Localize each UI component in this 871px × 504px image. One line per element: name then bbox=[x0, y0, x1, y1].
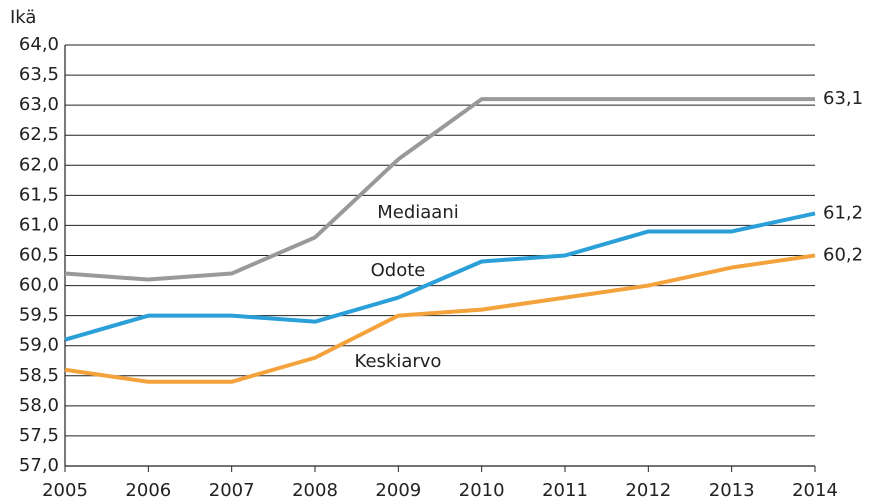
x-tick-label: 2014 bbox=[792, 480, 838, 501]
x-tick-label: 2007 bbox=[209, 480, 255, 501]
x-tick-label: 2006 bbox=[125, 480, 171, 501]
series-line bbox=[64, 211, 816, 342]
x-tick-label: 2009 bbox=[375, 480, 421, 501]
y-tick-label: 62,0 bbox=[19, 154, 59, 175]
y-tick-label: 63,5 bbox=[19, 64, 59, 85]
y-tick-label: 61,5 bbox=[19, 184, 59, 205]
x-tick-label: 2013 bbox=[709, 480, 755, 501]
y-tick-label: 63,0 bbox=[19, 94, 59, 115]
y-tick-label: 62,5 bbox=[19, 124, 59, 145]
y-tick-label: 60,5 bbox=[19, 245, 59, 266]
y-tick-label: 64,0 bbox=[19, 34, 59, 55]
x-tick-label: 2010 bbox=[459, 480, 505, 501]
y-axis-label: Ikä bbox=[10, 7, 36, 28]
series-label: Odote bbox=[371, 260, 426, 281]
series-label: Mediaani bbox=[377, 202, 459, 223]
series-line bbox=[64, 253, 816, 384]
y-tick-label: 59,0 bbox=[19, 335, 59, 356]
end-label: 63,1 bbox=[823, 88, 863, 109]
y-tick-label: 59,5 bbox=[19, 305, 59, 326]
x-tick-label: 2008 bbox=[292, 480, 338, 501]
x-tick-label: 2011 bbox=[542, 480, 588, 501]
series-label: Keskiarvo bbox=[355, 351, 442, 372]
y-tick-label: 57,0 bbox=[19, 455, 59, 476]
series-line bbox=[64, 97, 815, 282]
y-tick-label: 58,5 bbox=[19, 365, 59, 386]
y-tick-label: 61,0 bbox=[19, 214, 59, 235]
x-tick-label: 2005 bbox=[42, 480, 88, 501]
y-tick-label: 57,5 bbox=[19, 425, 59, 446]
x-tick-label: 2012 bbox=[625, 480, 671, 501]
end-label: 61,2 bbox=[823, 202, 863, 223]
y-tick-label: 60,0 bbox=[19, 275, 59, 296]
end-label: 60,2 bbox=[823, 245, 863, 266]
y-tick-label: 58,0 bbox=[19, 395, 59, 416]
